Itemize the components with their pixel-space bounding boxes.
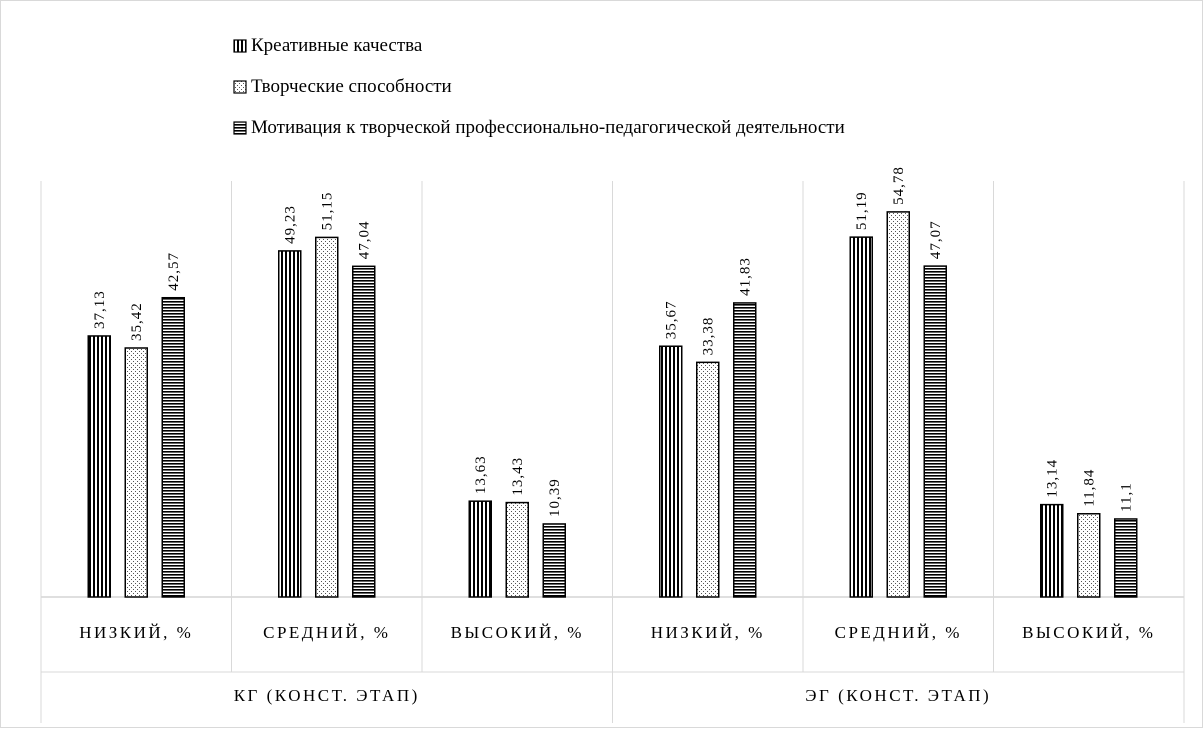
value-label-2-6: 11,84 <box>1082 469 1098 507</box>
value-label-1-1: 37,13 <box>92 290 108 329</box>
value-label-2-1: 35,42 <box>129 302 145 341</box>
value-label-1-4: 35,67 <box>664 300 680 339</box>
legend-label-2: Творческие способности <box>251 76 452 97</box>
category-label-1: НИЗКИЙ, % <box>79 623 193 642</box>
bar-1-5 <box>849 236 873 598</box>
value-label-1-6: 13,14 <box>1045 459 1061 498</box>
value-label-2-5: 54,78 <box>891 166 907 205</box>
value-label-3-6: 11,1 <box>1119 482 1135 512</box>
legend-label-3: Мотивация к творческой профессионально-п… <box>251 117 845 138</box>
bar-1-2 <box>278 250 302 598</box>
axes <box>40 181 1185 723</box>
category-label-6: ВЫСОКИЙ, % <box>1022 623 1155 642</box>
value-label-2-2: 51,15 <box>320 192 336 231</box>
bar-3-3 <box>542 523 566 598</box>
value-label-3-3: 10,39 <box>547 478 563 517</box>
legend-swatch-1 <box>233 39 247 53</box>
category-label-3: ВЫСОКИЙ, % <box>451 623 584 642</box>
value-label-1-2: 49,23 <box>283 205 299 244</box>
value-labels: 37,13 35,42 42,57 49,23 51,15 47,04 13,63 13,43… <box>92 166 1135 517</box>
bar-3-1 <box>161 296 185 598</box>
category-label-2: СРЕДНИЙ, % <box>263 623 390 642</box>
value-label-2-3: 13,43 <box>510 457 526 496</box>
group-label-2: ЭГ (КОНСТ. ЭТАП) <box>805 686 991 705</box>
bar-2-2 <box>315 236 339 598</box>
value-label-3-4: 41,83 <box>738 257 754 296</box>
value-label-3-1: 42,57 <box>166 252 182 291</box>
bar-3-4 <box>733 302 757 598</box>
bar-1-3 <box>468 500 492 598</box>
bar-2-4 <box>696 361 720 598</box>
group-label-1: КГ (КОНСТ. ЭТАП) <box>234 686 420 705</box>
legend: Креативные качества Творческие способност… <box>233 35 845 138</box>
bar-1-1 <box>87 335 111 598</box>
bar-1-6 <box>1040 503 1064 598</box>
bar-2-3 <box>505 501 529 598</box>
bar-2-5 <box>886 211 910 598</box>
bar-3-6 <box>1114 518 1138 598</box>
bar-2-1 <box>124 347 148 598</box>
bars <box>87 211 1138 598</box>
bar-1-4 <box>659 345 683 598</box>
category-label-5: СРЕДНИЙ, % <box>835 623 962 642</box>
bar-3-5 <box>923 265 947 598</box>
legend-swatch-2 <box>233 80 247 94</box>
bar-3-2 <box>352 265 376 598</box>
value-label-2-4: 33,38 <box>701 317 717 356</box>
value-label-3-5: 47,07 <box>928 220 944 259</box>
bar-2-6 <box>1077 513 1101 598</box>
value-label-1-3: 13,63 <box>473 455 489 494</box>
legend-label-1: Креативные качества <box>251 35 423 56</box>
category-labels: НИЗКИЙ, % СРЕДНИЙ, % ВЫСОКИЙ, % НИЗКИЙ, % СР… <box>79 623 1155 705</box>
value-label-3-2: 47,04 <box>357 221 373 260</box>
legend-swatch-3 <box>233 121 247 135</box>
category-label-4: НИЗКИЙ, % <box>651 623 765 642</box>
value-label-1-5: 51,19 <box>854 191 870 230</box>
